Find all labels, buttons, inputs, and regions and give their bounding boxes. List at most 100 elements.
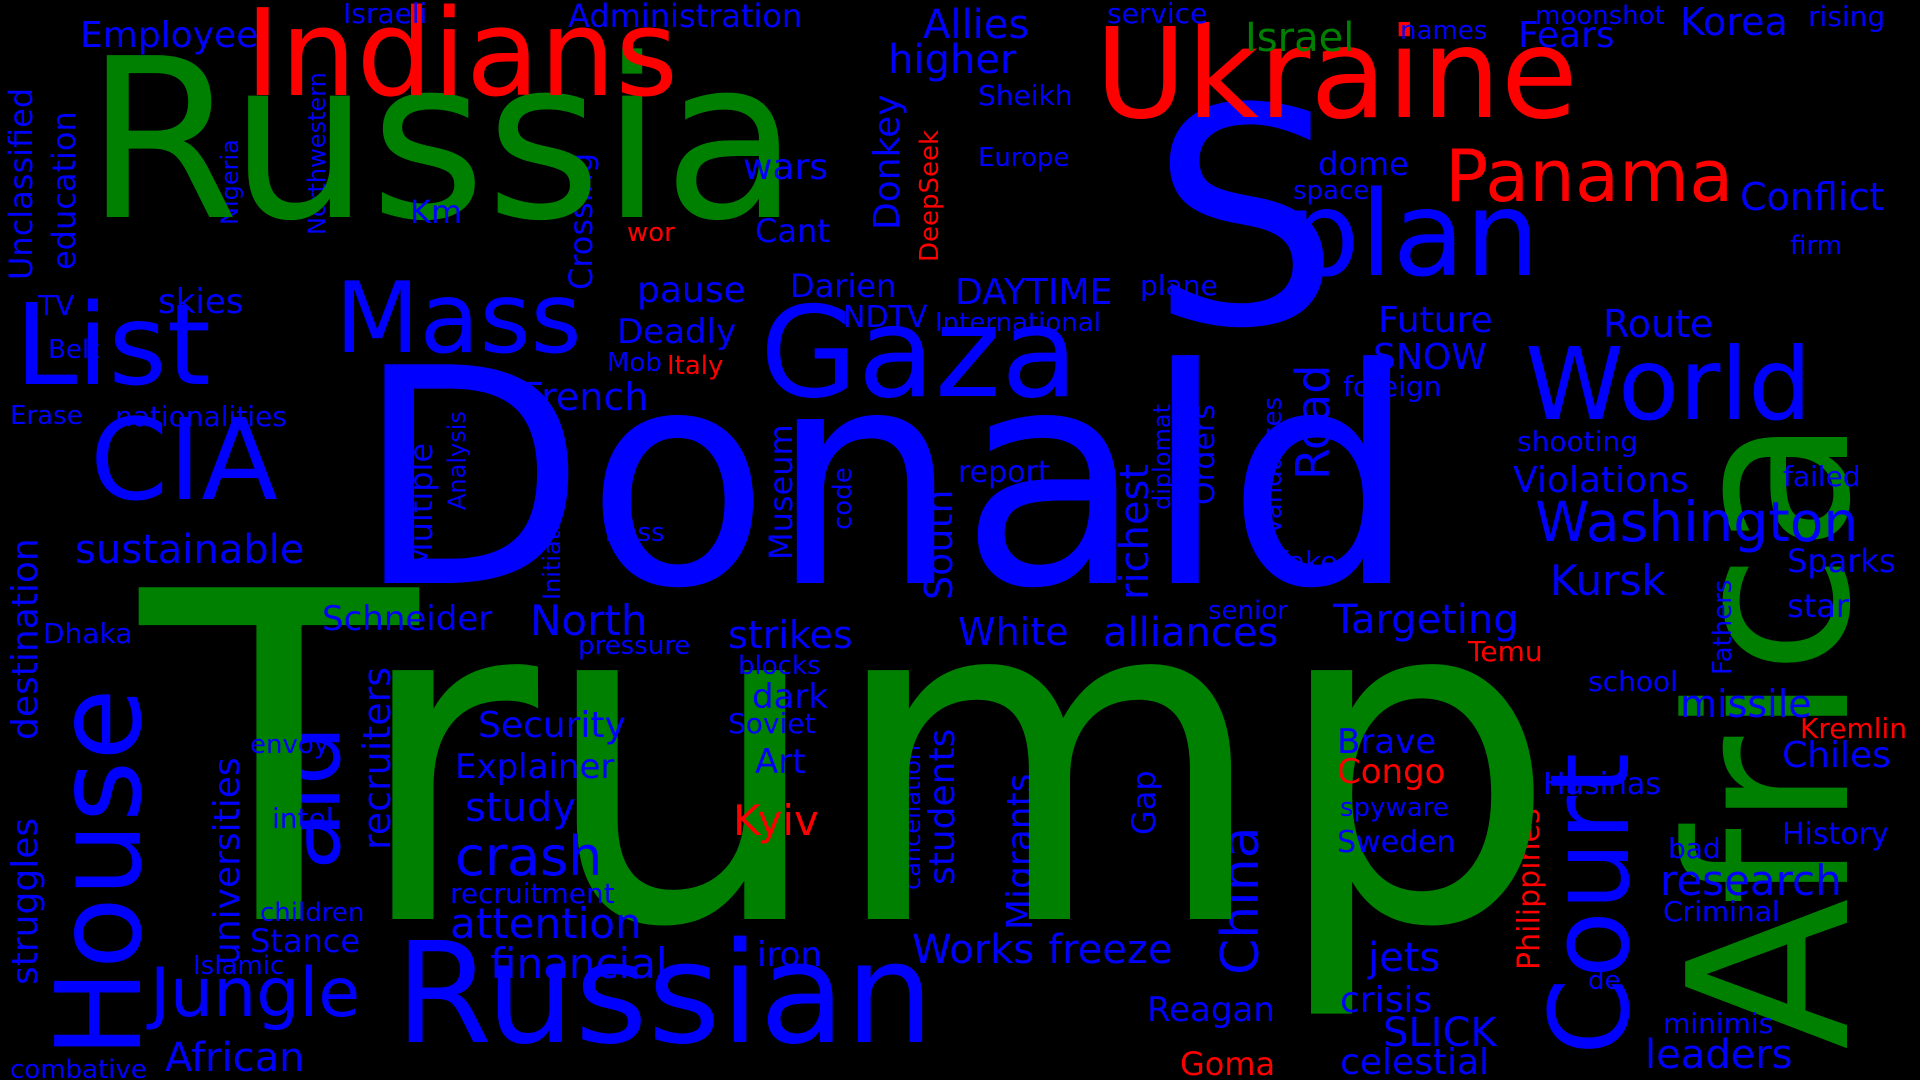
- word-russian: Russian: [395, 913, 935, 1076]
- word-destination: destination: [5, 538, 46, 740]
- word-pressure: pressure: [578, 631, 691, 661]
- word-north: North: [530, 596, 648, 645]
- word-african: African: [165, 1035, 305, 1080]
- word-missile: missile: [1680, 682, 1812, 726]
- word-children: children: [260, 898, 365, 928]
- word-iron: iron: [757, 935, 823, 975]
- word-schneider: Schneider: [322, 599, 493, 639]
- word-security: Security: [478, 705, 626, 746]
- word-space: space: [1293, 176, 1370, 206]
- word-s: S: [1150, 45, 1341, 394]
- word-dhaka: Dhaka: [43, 617, 133, 650]
- word-congo: Congo: [1337, 752, 1446, 792]
- word-hasinas: Hasinas: [1543, 767, 1661, 802]
- word-future: Future: [1378, 300, 1493, 341]
- word-administration: Administration: [568, 0, 803, 35]
- word-ndtv: NDTV: [843, 300, 928, 335]
- word-donald: Donald: [355, 305, 1418, 654]
- word-foreign: foreign: [1343, 370, 1442, 403]
- word-plan: plan: [1285, 165, 1540, 303]
- word-donkey: Donkey: [867, 94, 908, 230]
- word-km: Km: [410, 193, 463, 231]
- word-recruitment: recruitment: [450, 877, 615, 910]
- word-shooting: shooting: [1517, 425, 1638, 458]
- word-school: school: [1588, 665, 1678, 698]
- word-strikes: strikes: [728, 613, 853, 657]
- word-works: Works: [912, 927, 1035, 973]
- word-fathers: Fathers: [1708, 579, 1738, 675]
- word-explainer: Explainer: [455, 747, 615, 787]
- word-route: Route: [1603, 302, 1714, 346]
- word-europe: Europe: [978, 143, 1070, 173]
- word-higher: higher: [888, 37, 1017, 83]
- word-kursk: Kursk: [1550, 556, 1666, 605]
- word-bad: bad: [1668, 832, 1721, 865]
- word-star: star: [1787, 587, 1849, 625]
- word-kyiv: Kyiv: [733, 796, 819, 845]
- word-plane: plane: [1140, 269, 1218, 302]
- word-report: report: [958, 455, 1050, 490]
- word-failed: failed: [1783, 460, 1861, 493]
- word-struggles: struggles: [5, 817, 46, 985]
- word-combative: combative: [10, 1055, 147, 1080]
- word-snow: SNOW: [1373, 337, 1487, 378]
- word-nationalities: nationalities: [115, 400, 287, 433]
- word-erase: Erase: [10, 401, 83, 431]
- word-gaza: Gaza: [760, 279, 1079, 426]
- word-world: World: [1525, 326, 1812, 443]
- word-financial: financial: [490, 939, 668, 988]
- word-slick: SLICK: [1383, 1010, 1497, 1056]
- word-ukraine: Ukraine: [1095, 2, 1578, 147]
- word-cant: Cant: [755, 212, 830, 250]
- word-israel: Israel: [1245, 15, 1355, 61]
- word-stance: Stance: [250, 922, 361, 960]
- word-darien: Darien: [790, 267, 897, 305]
- word-belt: Belt: [48, 335, 100, 365]
- word-violations: Violations: [1513, 460, 1689, 501]
- word-skies: skies: [158, 282, 244, 322]
- word-art: Art: [755, 742, 806, 782]
- word-washington: Washington: [1535, 490, 1859, 554]
- word-chiles: Chiles: [1782, 735, 1891, 776]
- word-temu: Temu: [1468, 635, 1543, 668]
- word-deadly: Deadly: [617, 312, 737, 352]
- word-cia: CIA: [90, 396, 278, 526]
- word-minimis: minimis: [1663, 1007, 1774, 1040]
- word-attention: attention: [450, 899, 642, 948]
- word-employee: Employee: [80, 15, 259, 56]
- word-international: International: [935, 308, 1101, 338]
- word-israeli: Israeli: [343, 0, 428, 30]
- word-envoy: envoy: [250, 730, 330, 760]
- word-dark: dark: [752, 677, 829, 717]
- word-history: History: [1782, 817, 1889, 852]
- word-wor: wor: [627, 218, 675, 248]
- word-mob: Mob: [607, 348, 662, 378]
- word-crash: crash: [455, 825, 603, 888]
- word-deepseek: DeepSeek: [915, 129, 945, 262]
- word-white: White: [958, 610, 1069, 654]
- word-pause: pause: [637, 270, 746, 311]
- word-list: List: [15, 281, 211, 411]
- word-allies: Allies: [923, 2, 1030, 48]
- word-soviet: Soviet: [728, 707, 816, 740]
- word-kremlin: Kremlin: [1800, 712, 1908, 745]
- word-criminal: Criminal: [1663, 895, 1780, 928]
- word-unclassified: Unclassified: [2, 87, 40, 280]
- word-korea: Korea: [1680, 0, 1788, 44]
- word-crisis: crisis: [1340, 980, 1433, 1021]
- word-mass: Mass: [335, 262, 582, 376]
- word-rising: rising: [1808, 0, 1886, 33]
- word-firm: firm: [1790, 231, 1842, 261]
- word-blocks: blocks: [738, 651, 821, 681]
- word-research: research: [1660, 856, 1842, 905]
- word-tv: TV: [38, 289, 75, 322]
- word-service: service: [1107, 0, 1208, 30]
- word-dome: dome: [1318, 145, 1409, 183]
- word-daytime: DAYTIME: [955, 272, 1113, 313]
- word-fears: Fears: [1518, 15, 1615, 56]
- word-panama: Panama: [1445, 134, 1734, 218]
- word-targeting: Targeting: [1333, 597, 1519, 643]
- word-de: de: [1588, 966, 1621, 996]
- word-reagan: Reagan: [1147, 990, 1275, 1030]
